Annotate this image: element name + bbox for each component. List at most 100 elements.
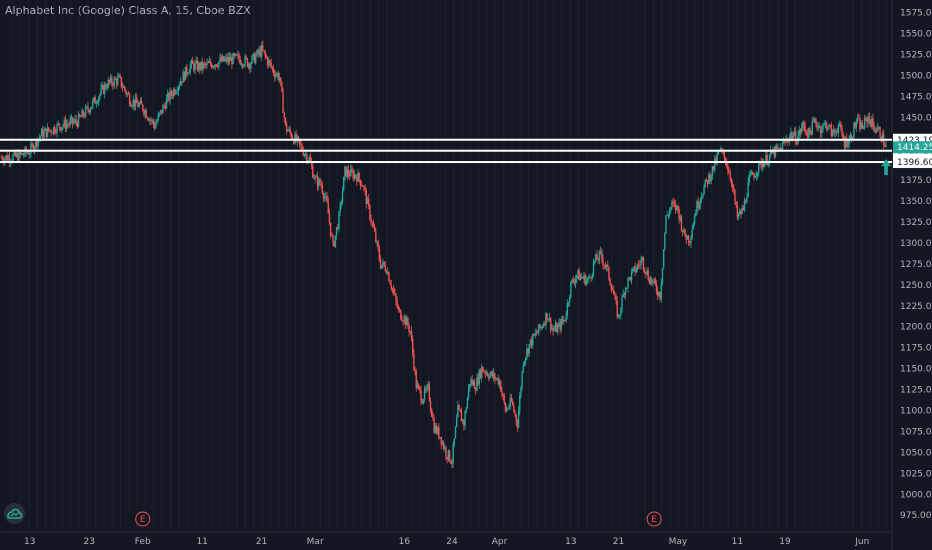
candle-body	[339, 203, 341, 213]
candle-body	[95, 103, 98, 105]
candle-body	[159, 110, 162, 113]
candle-body	[181, 81, 183, 83]
tradingview-logo-icon[interactable]	[4, 503, 25, 524]
candle-body	[642, 257, 645, 269]
candle-body	[513, 405, 515, 412]
up-arrow-icon[interactable]	[881, 159, 892, 176]
horizontal-level-line[interactable]	[0, 149, 892, 152]
candle-body	[34, 139, 37, 148]
x-tick-label: 21	[256, 537, 267, 547]
candle-body	[454, 426, 457, 439]
candle-body	[309, 157, 312, 162]
session-separator	[361, 0, 363, 532]
candle-body	[42, 129, 44, 138]
candle-body	[402, 320, 404, 322]
candle-body	[326, 195, 328, 202]
candle-body	[346, 169, 348, 177]
candle-body	[565, 315, 567, 322]
candle-body	[654, 279, 657, 285]
candle-body	[93, 97, 95, 101]
candle-body	[696, 201, 698, 214]
candle-body	[610, 284, 613, 290]
earnings-marker[interactable]	[135, 511, 151, 527]
candle-body	[7, 156, 10, 161]
candle-body	[157, 114, 159, 121]
candle-body	[592, 262, 595, 275]
candle-body	[863, 117, 866, 128]
candle-body	[400, 309, 402, 320]
candle-body	[800, 127, 803, 133]
candle-body	[144, 110, 146, 115]
candle-body	[519, 395, 521, 412]
session-separator	[245, 0, 247, 532]
session-separator	[661, 0, 663, 532]
candle-body	[175, 91, 177, 94]
candle-body	[467, 387, 470, 399]
candle-body	[48, 127, 50, 131]
candle-body	[227, 57, 230, 62]
candle-body	[282, 91, 284, 113]
candle-body	[637, 264, 640, 266]
candle-body	[778, 147, 780, 150]
candle-body	[576, 275, 578, 279]
candle-body	[347, 169, 350, 175]
candle-body	[329, 222, 332, 236]
candle-body	[376, 241, 378, 243]
candle-body	[716, 153, 718, 163]
candle-body	[182, 72, 184, 83]
candle-body	[752, 172, 754, 175]
candle-body	[488, 376, 490, 379]
candle-body	[138, 103, 140, 107]
candle-body	[459, 409, 461, 413]
candle-body	[806, 133, 809, 138]
candle-body	[387, 272, 389, 274]
session-separator	[45, 0, 47, 532]
candle-body	[259, 49, 262, 57]
candle-body	[46, 127, 49, 137]
candle-body	[621, 296, 623, 311]
x-tick-label: Apr	[492, 537, 508, 547]
horizontal-level-line[interactable]	[0, 161, 892, 164]
candle-body	[158, 112, 161, 115]
candle-body	[269, 60, 271, 63]
candle-body	[69, 119, 71, 125]
candle-body	[630, 271, 633, 281]
candle-body	[720, 149, 722, 150]
candle-body	[114, 78, 117, 80]
candle-body	[555, 324, 558, 333]
candle-body	[125, 90, 127, 95]
candle-body	[444, 447, 446, 449]
candle-body	[527, 348, 529, 354]
candle-body	[306, 153, 308, 162]
candle-body	[19, 151, 21, 155]
candle-body	[604, 265, 607, 268]
candle-body	[692, 223, 695, 230]
candle-body	[70, 117, 73, 120]
candle-body	[408, 326, 410, 333]
candle-body	[139, 100, 142, 104]
candle-body	[453, 438, 456, 446]
session-separator	[652, 0, 654, 532]
candle-body	[205, 63, 207, 66]
candle-body	[427, 384, 429, 387]
candle-body	[521, 371, 523, 389]
x-tick-label: 11	[196, 537, 207, 547]
candle-body	[480, 366, 483, 378]
horizontal-level-line[interactable]	[0, 138, 892, 141]
candle-body	[86, 106, 88, 108]
session-separator	[294, 0, 296, 532]
candle-body	[220, 57, 222, 62]
candle-body	[668, 210, 671, 216]
candle-body	[636, 264, 639, 270]
candle-body	[421, 401, 423, 404]
y-tick-label: 1025.00	[900, 469, 932, 479]
earnings-marker[interactable]	[646, 511, 662, 527]
y-tick-label: 1450.00	[900, 113, 932, 123]
candle-body	[353, 174, 356, 179]
candle-body	[762, 163, 765, 168]
candle-body	[534, 332, 536, 336]
candle-body	[275, 74, 277, 78]
candle-body	[607, 264, 609, 268]
candle-body	[583, 274, 585, 279]
